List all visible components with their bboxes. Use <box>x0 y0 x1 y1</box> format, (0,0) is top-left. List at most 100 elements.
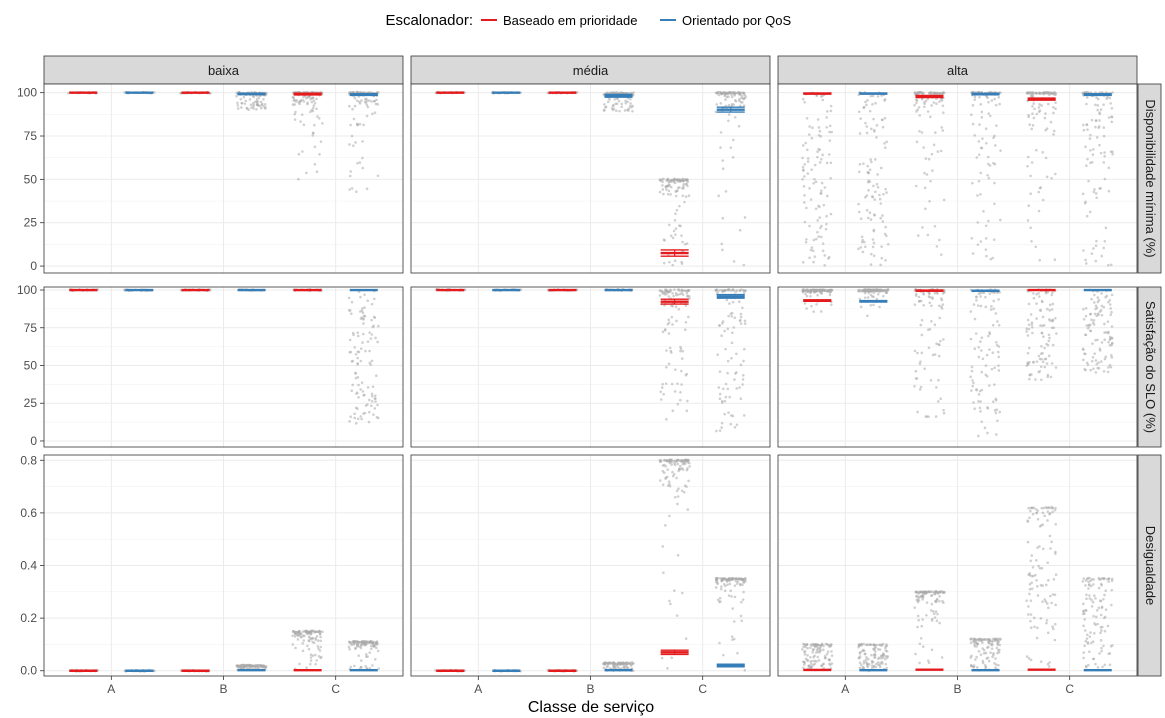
data-point <box>673 259 677 262</box>
data-point <box>1051 510 1054 514</box>
data-point <box>369 647 373 651</box>
data-point <box>813 177 816 181</box>
data-point <box>315 107 318 111</box>
data-point <box>298 629 301 633</box>
data-point <box>358 161 362 164</box>
data-point <box>1103 357 1107 361</box>
data-point <box>878 305 881 309</box>
data-point <box>876 173 879 176</box>
summary-b-orientado-por-qos <box>604 93 633 98</box>
data-point <box>812 648 816 651</box>
data-point <box>1095 239 1098 243</box>
data-point <box>1030 581 1034 584</box>
data-point <box>802 642 805 646</box>
data-point <box>1052 129 1056 133</box>
data-point <box>728 90 732 94</box>
data-point <box>1095 362 1099 366</box>
data-point <box>804 141 807 145</box>
data-point <box>1107 263 1110 267</box>
data-point <box>924 157 928 160</box>
data-point <box>1053 593 1057 597</box>
data-point <box>1040 344 1043 348</box>
data-point <box>885 666 888 670</box>
data-point <box>880 256 884 260</box>
data-point <box>739 577 743 580</box>
facet-strip-label: alta <box>947 63 969 78</box>
data-point <box>917 295 921 299</box>
data-point <box>971 181 974 185</box>
data-point <box>874 650 877 653</box>
data-point <box>865 125 869 128</box>
data-point <box>977 345 980 349</box>
data-point <box>1095 314 1099 318</box>
data-point <box>318 649 322 652</box>
data-point <box>858 656 861 660</box>
data-point <box>979 103 983 106</box>
data-point <box>604 106 607 109</box>
data-point <box>935 597 939 601</box>
data-point <box>1086 642 1090 645</box>
data-point <box>979 295 982 298</box>
data-point <box>1084 258 1087 262</box>
data-point <box>361 166 365 170</box>
data-point <box>370 394 374 398</box>
data-point <box>823 254 827 257</box>
data-point <box>873 656 876 659</box>
panel-desigualdade-alta <box>777 454 1138 677</box>
data-point <box>727 594 731 597</box>
data-point <box>925 613 928 617</box>
data-point <box>685 409 689 413</box>
data-point <box>883 99 886 102</box>
data-point <box>362 322 365 325</box>
data-point <box>973 317 977 321</box>
data-point <box>1091 356 1095 359</box>
data-point <box>731 156 735 159</box>
data-point <box>662 238 666 241</box>
data-point <box>808 224 811 228</box>
data-point <box>348 647 351 651</box>
data-point <box>1107 340 1110 344</box>
data-point <box>941 92 944 95</box>
data-point <box>353 104 357 108</box>
data-point <box>1037 564 1040 568</box>
data-point <box>671 409 675 413</box>
x-axis-title: Classe de serviço <box>528 699 654 716</box>
data-point <box>576 91 579 94</box>
data-point <box>993 97 996 101</box>
data-point <box>718 324 721 327</box>
data-point <box>988 639 992 643</box>
data-point <box>865 208 869 212</box>
data-point <box>675 614 679 617</box>
data-point <box>915 101 918 105</box>
data-point <box>810 136 814 140</box>
data-point <box>802 201 806 204</box>
data-point <box>1087 324 1091 328</box>
data-point <box>943 291 946 294</box>
data-point <box>933 291 937 295</box>
data-point <box>743 577 747 580</box>
y-tick-label: 0.2 <box>20 611 37 625</box>
data-point <box>998 410 1002 414</box>
data-point <box>724 395 728 399</box>
data-point <box>671 470 674 474</box>
data-point <box>813 255 817 258</box>
data-point <box>1028 377 1031 381</box>
data-point <box>822 644 825 648</box>
data-point <box>858 132 862 135</box>
data-point <box>803 194 806 197</box>
data-point <box>319 645 323 649</box>
data-point <box>872 643 876 647</box>
data-point <box>829 109 833 113</box>
data-point <box>1030 91 1034 95</box>
data-point <box>606 100 610 104</box>
data-point <box>681 240 684 244</box>
facet-strip-alta: alta <box>777 55 1138 85</box>
points-c-baseado-em-prioridade <box>1025 505 1058 668</box>
data-point <box>353 412 356 416</box>
data-point <box>671 236 675 240</box>
data-point <box>670 304 673 308</box>
data-point <box>366 386 370 389</box>
data-point <box>665 178 669 181</box>
data-point <box>806 654 809 657</box>
data-point <box>628 662 631 665</box>
